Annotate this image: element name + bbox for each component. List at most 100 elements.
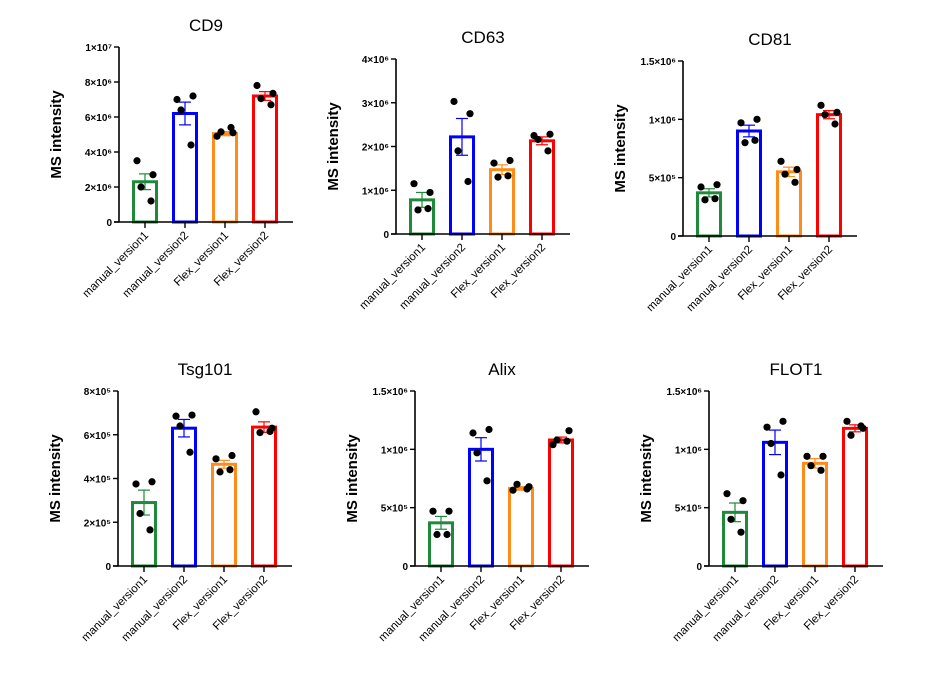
- y-tick-label: 8×10⁶: [85, 78, 112, 89]
- data-point: [779, 417, 787, 425]
- x-tick-label: manual_version1: [645, 244, 715, 314]
- data-point: [565, 427, 573, 435]
- data-point: [256, 428, 264, 437]
- data-point: [252, 408, 260, 416]
- chart-title: Alix: [488, 360, 516, 379]
- data-point: [751, 136, 759, 144]
- data-point: [212, 455, 220, 463]
- data-point: [137, 183, 145, 191]
- bar-manual_version2: [762, 440, 788, 568]
- x-tick-label: manual_version1: [358, 242, 428, 312]
- data-point: [767, 439, 775, 448]
- bar-Flex_version1: [489, 168, 515, 236]
- data-point: [847, 431, 855, 439]
- y-tick-label: 3×10⁶: [362, 99, 389, 110]
- y-axis-label: MS intensity: [638, 434, 655, 523]
- data-point: [429, 507, 437, 515]
- data-point: [506, 156, 514, 165]
- y-tick-label: 1.5×10⁶: [373, 387, 408, 398]
- bar-manual_version2: [172, 112, 198, 224]
- data-point: [781, 170, 789, 178]
- data-point: [509, 486, 517, 494]
- y-tick-label: 4×10⁵: [84, 475, 112, 486]
- panel-tsg101: Tsg101 MS intensity 0 2×10⁵ 4×10⁵ 6×10⁵ 8×10⁵ m…: [47, 360, 292, 644]
- data-point: [807, 462, 815, 470]
- x-tick-label: manual_version1: [81, 230, 151, 300]
- y-tick-label: 1.5×10⁶: [667, 387, 702, 398]
- chart-title: CD63: [461, 28, 504, 47]
- y-axis-label: MS intensity: [325, 102, 342, 191]
- data-point: [494, 173, 502, 181]
- data-point: [833, 108, 841, 116]
- data-point: [483, 477, 491, 485]
- data-point: [146, 526, 154, 534]
- data-point: [701, 196, 709, 204]
- data-point: [450, 97, 458, 106]
- y-tick-label: 0: [105, 562, 111, 573]
- y-tick-label: 5×10⁵: [381, 504, 409, 515]
- data-point: [817, 101, 825, 109]
- y-tick-label: 5×10⁵: [649, 174, 677, 185]
- panel-cd81: CD81 MS intensity 0 5×10⁵ 1×10⁶ 1.5×10⁶ manual…: [612, 30, 857, 314]
- y-axis-label: MS intensity: [344, 434, 361, 523]
- data-point: [473, 449, 481, 457]
- chart-title: Tsg101: [178, 360, 233, 379]
- bar-Flex_version1: [802, 461, 828, 568]
- data-point: [549, 441, 557, 449]
- data-point: [843, 417, 851, 425]
- bar-Flex_version2: [251, 425, 277, 568]
- y-tick-label: 0: [402, 562, 408, 573]
- y-tick-label: 1.5×10⁶: [641, 57, 676, 68]
- data-point: [269, 89, 277, 97]
- data-point: [723, 490, 731, 498]
- data-point: [753, 115, 761, 123]
- data-point: [414, 206, 422, 214]
- y-tick-label: 0: [383, 230, 389, 241]
- data-point: [227, 123, 235, 132]
- data-point: [187, 141, 195, 149]
- data-point: [228, 451, 236, 460]
- data-point: [177, 106, 185, 114]
- y-tick-label: 5×10⁵: [675, 504, 703, 515]
- data-point: [777, 471, 785, 479]
- data-point: [490, 159, 498, 167]
- panel-alix: Alix MS intensity 0 5×10⁵ 1×10⁶ 1.5×10⁶ manual…: [344, 360, 589, 644]
- y-tick-label: 0: [696, 562, 702, 573]
- data-point: [443, 530, 451, 539]
- data-point: [216, 468, 224, 476]
- data-point: [464, 177, 472, 186]
- y-tick-label: 2×10⁶: [362, 143, 389, 154]
- data-point: [454, 147, 462, 155]
- data-point: [803, 452, 811, 460]
- data-point: [133, 157, 141, 165]
- data-point: [147, 197, 155, 205]
- data-point: [136, 509, 144, 518]
- data-point: [148, 478, 156, 486]
- bar-Flex_version1: [508, 486, 534, 568]
- data-point: [697, 183, 705, 191]
- data-point: [253, 81, 261, 90]
- bar-Flex_version1: [211, 462, 237, 568]
- data-point: [266, 427, 274, 436]
- bar-Flex_version2: [529, 139, 555, 236]
- data-point: [188, 411, 196, 419]
- x-tick-label: manual_version1: [80, 574, 150, 644]
- data-point: [466, 110, 474, 118]
- x-tick-label: manual_version1: [671, 574, 741, 644]
- y-tick-label: 1×10⁶: [362, 186, 389, 197]
- data-point: [821, 111, 829, 119]
- data-point: [186, 448, 194, 456]
- x-tick-label: manual_version1: [377, 574, 447, 644]
- data-point: [433, 530, 441, 539]
- y-axis-label: MS intensity: [48, 90, 65, 179]
- y-tick-label: 1×10⁷: [85, 43, 112, 54]
- data-point: [424, 205, 432, 213]
- panel-flot1: FLOT1 MS intensity 0 5×10⁵ 1×10⁶ 1.5×10⁶ manua…: [638, 360, 883, 644]
- data-point: [739, 497, 747, 505]
- data-point: [189, 92, 197, 100]
- data-point: [737, 528, 745, 536]
- bar-Flex_version2: [842, 426, 868, 568]
- chart-title: FLOT1: [770, 360, 823, 379]
- data-point: [257, 95, 265, 103]
- bar-Flex_version1: [212, 132, 238, 224]
